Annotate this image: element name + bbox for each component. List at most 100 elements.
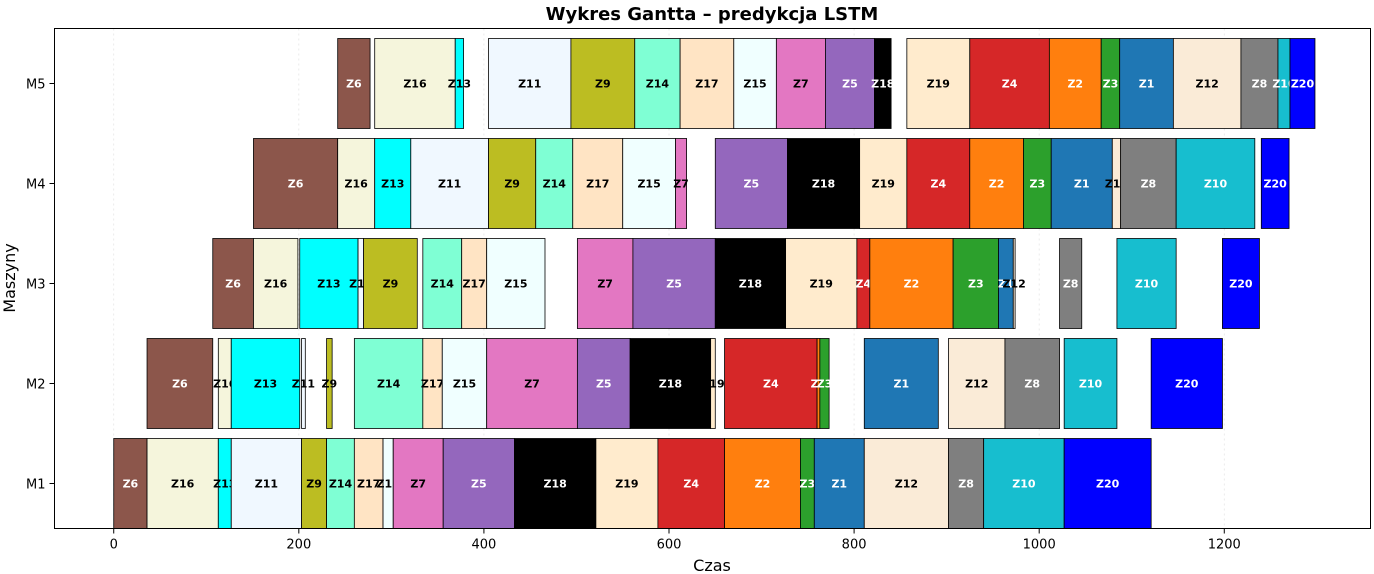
task-bar-m3-z14 [422,238,463,329]
plot-frame [54,28,1371,529]
y-tick-label: M2 [26,378,46,393]
task-bar-m4-z20 [1260,138,1290,229]
task-bar-m2-z11 [301,338,306,429]
task-bar-m2-z13 [230,338,301,429]
task-bar-m5-z9 [570,38,636,129]
task-bar-m2-z7 [486,338,578,429]
task-bar-m1-z12 [863,438,949,529]
task-label: Z17 [463,278,486,291]
task-label: Z8 [1252,78,1268,91]
bars-layer: Z6 Z16 Z13 Z11 Z9 Z14 Z17 Z15 Z7 Z5 Z18 Z19 Z4 Z2 Z3 Z1… [113,38,1316,529]
task-bar-m1-z10 [983,438,1065,529]
task-bar-m4-z16 [337,138,376,229]
task-label: Z16 [345,178,369,191]
task-label: Z15 [743,78,766,91]
task-bar-m3-z20 [1222,238,1260,329]
task-label: Z12 [1196,78,1219,91]
task-label: Z7 [524,378,540,391]
task-bar-m2-z6 [146,338,214,429]
task-label: Z11 [255,478,278,491]
task-label: Z19 [810,278,833,291]
task-bar-m5-z11 [488,38,572,129]
task-label: Z16 [213,378,237,391]
task-label: Z6 [123,478,139,491]
task-label: Z1 [1139,78,1155,91]
task-bar-m5-z4 [969,38,1050,129]
x-tick-label: 200 [286,538,311,553]
task-label: Z19 [615,478,638,491]
task-bar-m3-z12 [1012,238,1016,329]
task-bar-m2-z5 [576,338,631,429]
task-label: Z3 [1030,178,1046,191]
task-label: Z16 [264,278,288,291]
task-bar-m1-z6 [113,438,148,529]
task-bar-m4-z6 [253,138,339,229]
task-bar-m4-z8 [1120,138,1177,229]
task-label: Z2 [989,178,1005,191]
task-bar-m2-z3 [819,338,830,429]
task-bar-m3-z19 [785,238,858,329]
task-bar-m3-z18 [714,238,787,329]
task-bar-m5-z16 [374,38,456,129]
task-label: Z11 [292,378,315,391]
task-label: Z14 [329,478,353,491]
task-label: Z10 [1012,478,1036,491]
task-label: Z2 [904,278,920,291]
task-label: Z10 [1079,378,1103,391]
task-bar-m3-z5 [632,238,716,329]
task-bar-m1-z9 [301,438,327,529]
task-label: Z13 [213,478,236,491]
task-label: Z18 [739,278,762,291]
task-bar-m1-z17 [353,438,384,529]
task-bar-m3-z6 [212,238,254,329]
task-bar-m5-z7 [775,38,826,129]
y-tick-label: M5 [26,78,46,93]
task-label: Z1 [831,478,847,491]
task-bar-m1-z19 [595,438,659,529]
task-bar-m5-z14 [634,38,681,129]
task-label: Z12 [1003,278,1026,291]
x-tick-label: 600 [657,538,682,553]
task-label: Z19 [701,378,724,391]
task-label: Z6 [346,78,362,91]
task-label: Z17 [421,378,444,391]
task-bar-m5-z12 [1172,38,1242,129]
task-label: Z3 [1103,78,1119,91]
task-label: Z14 [543,178,567,191]
task-bar-m1-z1 [813,438,865,529]
y-axis: M1 M2 M3 M4 M5 [26,78,55,493]
task-bar-m5-z2 [1048,38,1102,129]
task-bar-m3-z7 [576,238,634,329]
task-label: Z11 [518,78,541,91]
task-bar-m5-z18 [874,38,892,129]
task-bar-m1-z8 [948,438,985,529]
task-label: Z11 [438,178,461,191]
task-label: Z4 [683,478,699,491]
task-label: Z14 [431,278,455,291]
task-bar-m3-z2 [869,238,954,329]
y-tick-label: M1 [26,478,46,493]
y-tick-label: M4 [26,178,46,193]
task-label: Z4 [763,378,779,391]
task-bar-m4-z19 [859,138,908,229]
task-label: Z13 [381,178,404,191]
task-bar-m4-z2 [969,138,1024,229]
task-label: Z7 [597,278,613,291]
task-label: Z13 [448,78,471,91]
task-label: Z12 [965,378,988,391]
task-bar-m2-z10 [1063,338,1118,429]
task-label: Z10 [1204,178,1228,191]
task-label: Z15 [453,378,476,391]
task-bar-m3-z3 [952,238,999,329]
task-label: Z18 [659,378,682,391]
task-bar-m1-z5 [442,438,515,529]
task-bar-m4-z4 [906,138,971,229]
task-label: Z9 [306,478,322,491]
task-label: Z20 [1291,78,1315,91]
task-bar-m1-z18 [514,438,597,529]
task-label: Z15 [637,178,660,191]
task-bar-m1-z20 [1063,438,1152,529]
task-label: Z17 [586,178,609,191]
task-label: Z7 [673,178,689,191]
